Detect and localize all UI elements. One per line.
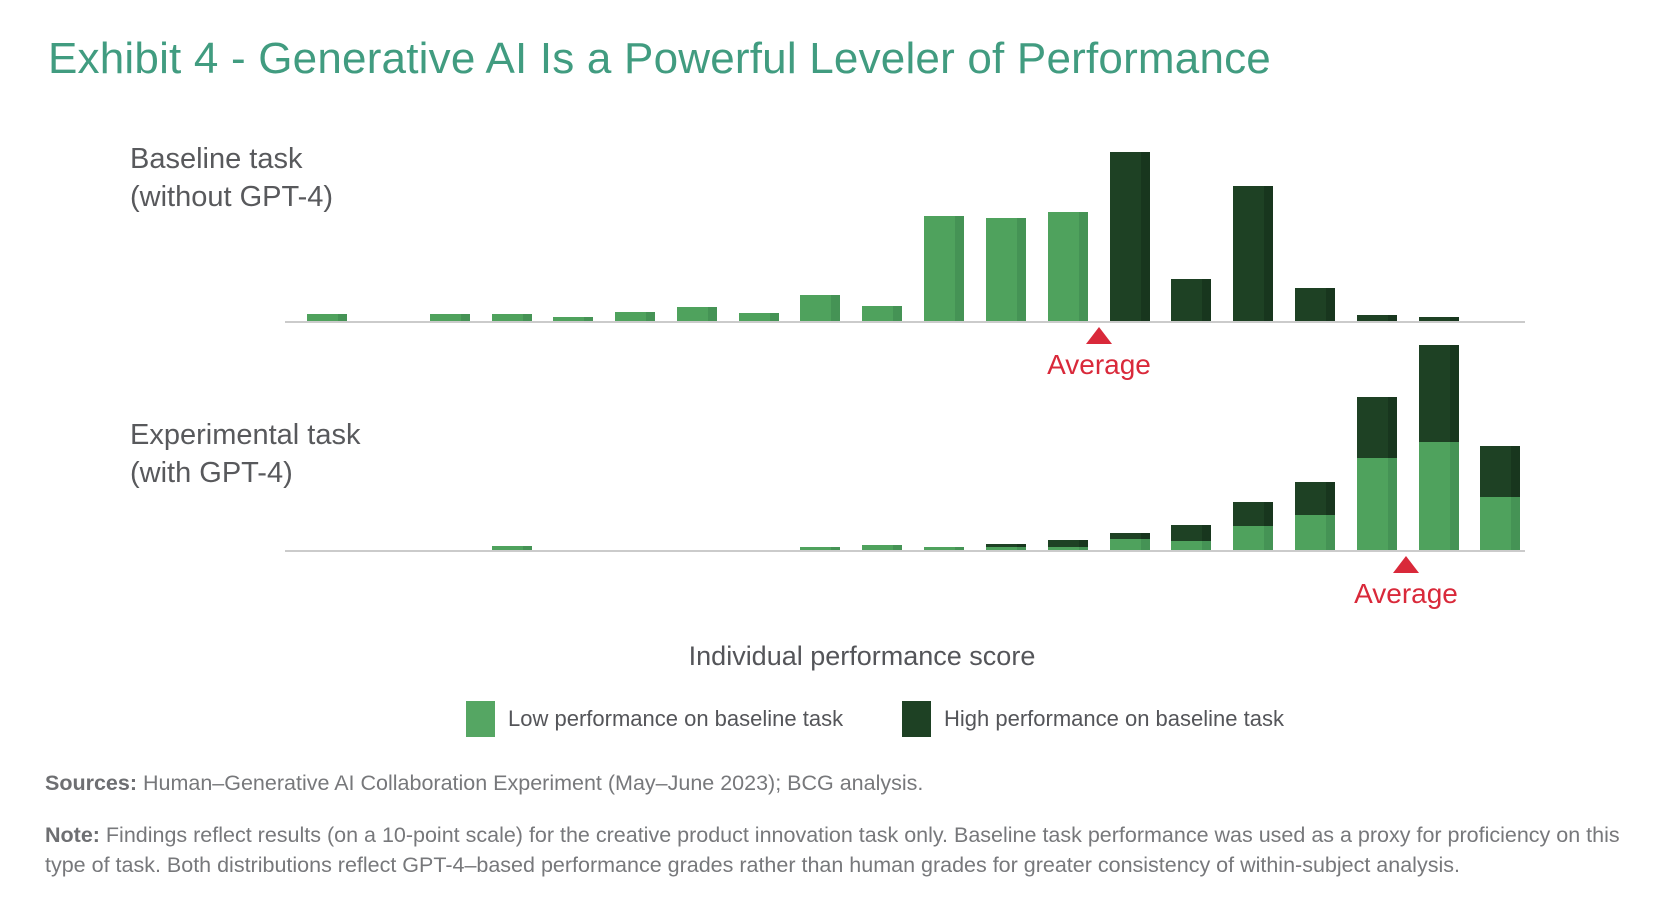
bar-segment-low-performance (862, 545, 902, 550)
experimental-chart-label-line1: Experimental task (130, 419, 361, 451)
bar-segment-low-performance (924, 547, 964, 550)
legend-swatch-high-performance (902, 701, 931, 737)
experimental-chart-label-line2: (with GPT-4) (130, 457, 293, 489)
bar-segment-low-performance (492, 546, 532, 550)
sources-body: Human–Generative AI Collaboration Experi… (137, 771, 924, 795)
bar-segment-low-performance (1357, 458, 1397, 550)
average-triangle-icon (1086, 327, 1112, 344)
bar-segment-high-performance (1048, 540, 1088, 547)
bar-segment-low-performance (986, 218, 1026, 321)
bar-segment-high-performance (1171, 525, 1211, 541)
bar-segment-low-performance (924, 216, 964, 321)
bar-segment-low-performance (1419, 442, 1459, 550)
exhibit-title: Exhibit 4 - Generative AI Is a Powerful … (48, 34, 1271, 83)
bar-segment-high-performance (1110, 533, 1150, 539)
bar-segment-low-performance (1480, 497, 1520, 550)
legend-item-low-performance: Low performance on baseline task (466, 701, 843, 737)
bar-segment-low-performance (430, 314, 470, 321)
bar-segment-low-performance (800, 547, 840, 550)
bar-segment-high-performance (1419, 317, 1459, 321)
bar-segment-low-performance (862, 306, 902, 321)
bar-segment-high-performance (1171, 279, 1211, 321)
bar-segment-low-performance (1048, 547, 1088, 550)
bar-segment-low-performance (1295, 515, 1335, 550)
bar-segment-low-performance (986, 547, 1026, 550)
legend-label-low-performance: Low performance on baseline task (508, 706, 844, 731)
sources-text: Sources: Human–Generative AI Collaborati… (45, 768, 1640, 798)
legend-swatch-low-performance (466, 701, 495, 737)
bar-segment-high-performance (1480, 446, 1520, 497)
baseline-chart-label: Baseline task (without GPT-4) (130, 140, 333, 216)
bar-segment-high-performance (1419, 345, 1459, 442)
bar-segment-low-performance (677, 307, 717, 321)
experimental-average-label: Average (1354, 578, 1458, 609)
bar-segment-low-performance (800, 295, 840, 321)
experimental-axis-line (285, 550, 1525, 552)
bar-segment-high-performance (1357, 397, 1397, 458)
bar-segment-low-performance (553, 317, 593, 321)
note-text: Note: Findings reflect results (on a 10-… (45, 820, 1640, 880)
x-axis-label: Individual performance score (688, 641, 1036, 671)
experimental-chart-label: Experimental task (with GPT-4) (130, 416, 361, 492)
bar-segment-low-performance (1110, 539, 1150, 550)
bar-segment-high-performance (1295, 482, 1335, 515)
bar-segment-low-performance (492, 314, 532, 321)
bar-segment-low-performance (1048, 212, 1088, 321)
bar-segment-high-performance (1357, 315, 1397, 321)
bar-segment-high-performance (1110, 152, 1150, 321)
average-triangle-icon (1393, 556, 1419, 573)
bar-segment-low-performance (739, 313, 779, 321)
baseline-chart-label-line2: (without GPT-4) (130, 181, 334, 213)
bar-segment-low-performance (1171, 541, 1211, 550)
bar-segment-high-performance (986, 544, 1026, 547)
bar-segment-high-performance (1233, 186, 1273, 321)
sources-label: Sources: (45, 771, 138, 795)
legend-label-high-performance: High performance on baseline task (944, 706, 1284, 731)
baseline-chart-label-line1: Baseline task (130, 143, 303, 175)
baseline-average-label: Average (1047, 349, 1151, 380)
bar-segment-high-performance (1233, 502, 1273, 526)
bar-segment-low-performance (1233, 526, 1273, 550)
legend-item-high-performance: High performance on baseline task (902, 701, 1284, 737)
bar-segment-high-performance (1295, 288, 1335, 321)
note-body: Findings reflect results (on a 10-point … (45, 823, 1620, 877)
baseline-axis-line (285, 321, 1525, 323)
bar-segment-low-performance (615, 312, 655, 321)
note-label: Note: (45, 823, 100, 847)
bar-segment-low-performance (307, 314, 347, 321)
